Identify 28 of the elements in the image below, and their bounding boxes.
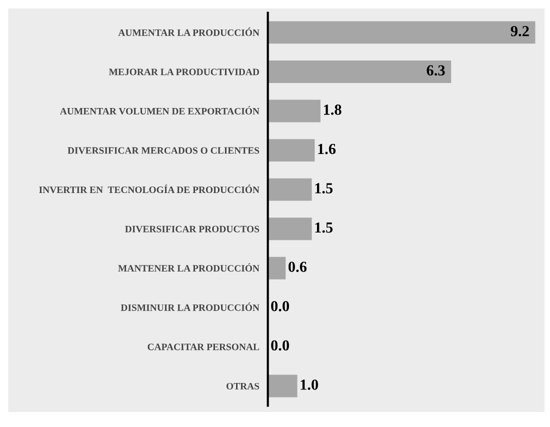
y-tick-label: CAPACITAR PERSONAL — [148, 344, 260, 350]
data-label: 1.0 — [300, 380, 318, 390]
bar — [268, 60, 452, 83]
y-tick-label: MEJORAR LA PRODUCTIVIDAD — [108, 68, 260, 76]
y-tick-label: AUMENTAR LA PRODUCCIÓN — [118, 28, 260, 36]
data-label: 9.2 — [510, 26, 529, 36]
bar — [268, 178, 312, 201]
y-tick-label: OTRAS — [226, 382, 260, 390]
data-label: 6.3 — [426, 65, 445, 76]
bar — [268, 374, 298, 398]
bar — [268, 256, 286, 280]
y-tick-label: DISMINUIR LA PRODUCCIÓN — [120, 302, 260, 311]
data-label: 0.6 — [288, 262, 307, 272]
data-label: 1.8 — [324, 104, 342, 115]
bar — [268, 100, 321, 122]
data-label: 1.5 — [315, 222, 333, 233]
y-tick-label: INVERTIR EN TECNOLOGÍA DE PRODUCCIÓN — [39, 184, 260, 194]
y-tick-label: MANTENER LA PRODUCCIÓN — [118, 263, 260, 272]
bar — [268, 21, 536, 44]
y-tick-label: DIVERSIFICAR PRODUCTOS — [125, 226, 260, 232]
data-label: 0.0 — [271, 300, 290, 312]
y-tick-label: DIVERSIFICAR MERCADOS O CLIENTES — [68, 147, 260, 154]
bar — [268, 139, 315, 162]
bar — [268, 218, 312, 240]
y-tick-label: AUMENTAR VOLUMEN DE EXPORTACIÓN — [60, 106, 260, 115]
data-label: 0.0 — [271, 340, 290, 351]
data-label: 1.6 — [318, 144, 336, 154]
data-label: 1.5 — [315, 183, 333, 194]
